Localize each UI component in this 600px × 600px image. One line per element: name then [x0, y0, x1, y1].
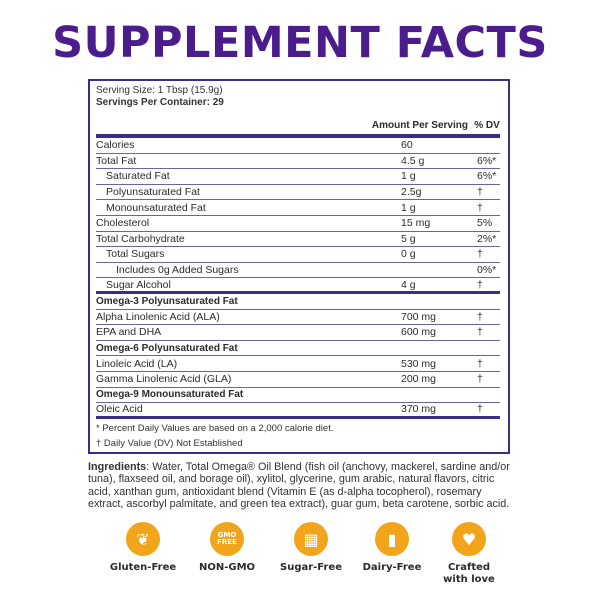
nutrient-name: Total Carbohydrate: [96, 232, 185, 245]
nutrient-row: Saturated Fat 1 g 6%*: [96, 169, 500, 185]
nutrient-name: Includes 0g Added Sugars: [116, 264, 239, 277]
nutrient-name: Cholesterol: [96, 217, 150, 230]
sugar-cubes-icon: ▦: [294, 522, 328, 556]
badge-row: ❦ Gluten-Free GMO FREE NON-GMO ▦ Sugar-F…: [110, 522, 510, 592]
nutrient-row: Alpha Linolenic Acid (ALA) 700 mg †: [96, 310, 500, 326]
nutrient-name: Oleic Acid: [96, 403, 143, 416]
section-header-row: Omega-6 Polyunsaturated Fat: [96, 341, 500, 357]
badge-sugar-free: ▦ Sugar-Free: [276, 522, 346, 574]
nutrient-dv: 6%*: [477, 154, 497, 167]
nutrient-row: Includes 0g Added Sugars 0%*: [96, 263, 500, 279]
nutrient-row: Gamma Linolenic Acid (GLA) 200 mg †: [96, 372, 500, 388]
nutrient-name: Sugar Alcohol: [106, 278, 171, 291]
nutrient-name: Alpha Linolenic Acid (ALA): [96, 310, 220, 323]
nutrient-amount: 530 mg: [401, 357, 437, 370]
nutrient-row: Sugar Alcohol 4 g †: [96, 278, 500, 294]
nutrient-dv: 5%: [477, 217, 493, 230]
nutrient-dv: †: [477, 186, 483, 199]
nutrient-dv: †: [477, 403, 483, 416]
nutrient-amount: 370 mg: [401, 403, 437, 416]
nutrient-amount: 0 g: [401, 248, 416, 261]
nutrient-row: Total Fat 4.5 g 6%*: [96, 154, 500, 170]
servings-per-container: Servings Per Container: 29: [96, 97, 224, 108]
nutrient-name: Saturated Fat: [106, 170, 170, 183]
nutrient-amount: 4.5 g: [401, 154, 425, 167]
nutrient-amount: 200 mg: [401, 373, 437, 386]
nutrient-name: Polyunsaturated Fat: [106, 186, 200, 199]
nutrient-name: Linoleic Acid (LA): [96, 357, 178, 370]
nutrient-row: Linoleic Acid (LA) 530 mg †: [96, 356, 500, 372]
nutrient-name: Total Fat: [96, 154, 137, 167]
footnote-not-established: † Daily Value (DV) Not Established: [96, 437, 243, 449]
footnote-dv: * Percent Daily Values are based on a 2,…: [96, 422, 334, 434]
nutrient-name: Monounsaturated Fat: [106, 201, 206, 214]
nutrient-dv: †: [477, 357, 483, 370]
nutrient-dv: †: [477, 310, 483, 323]
nutrient-dv: 2%*: [477, 232, 497, 245]
nutrient-name: Omega-6 Polyunsaturated Fat: [96, 342, 238, 354]
nutrient-dv: 0%*: [477, 264, 497, 277]
nutrient-row: Oleic Acid 370 mg †: [96, 403, 500, 419]
nutrient-name: Gamma Linolenic Acid (GLA): [96, 373, 232, 386]
nutrient-name: Calories: [96, 139, 135, 152]
supplement-facts-panel: Serving Size: 1 Tbsp (15.9g) Servings Pe…: [88, 79, 510, 454]
badge-gluten-free: ❦ Gluten-Free: [108, 522, 178, 574]
nutrient-amount: 1 g: [401, 170, 416, 183]
nutrient-amount: 1 g: [401, 201, 416, 214]
nutrient-name: Omega-9 Monounsaturated Fat: [96, 389, 244, 401]
table-header: Amount Per Serving % DV: [96, 116, 500, 138]
nutrient-amount: 600 mg: [401, 326, 437, 339]
section-header-row: Omega-3 Polyunsaturated Fat: [96, 294, 500, 310]
nutrient-dv: †: [477, 201, 483, 214]
nutrient-dv: †: [477, 373, 483, 386]
ingredients-text: Ingredients: Water, Total Omega® Oil Ble…: [88, 461, 510, 511]
nutrient-table: Calories 60 Total Fat 4.5 g 6%* Saturated Fat…: [96, 138, 500, 419]
nutrient-name: Omega-3 Polyunsaturated Fat: [96, 295, 238, 307]
badge-crafted-with-love: ♥ Crafted with love: [434, 522, 504, 586]
nutrient-amount: 2.5g: [401, 186, 422, 199]
nutrient-row: Total Sugars 0 g †: [96, 247, 500, 263]
nutrient-name: Total Sugars: [106, 248, 165, 261]
nutrient-dv: †: [477, 248, 483, 261]
wheat-icon: ❦: [126, 522, 160, 556]
nutrient-amount: 5 g: [401, 232, 416, 245]
amount-column-header: Amount Per Serving: [371, 120, 468, 131]
dv-column-header: % DV: [474, 120, 500, 131]
nutrient-row: EPA and DHA 600 mg †: [96, 325, 500, 341]
milk-bottle-icon: ▮: [375, 522, 409, 556]
nutrient-dv: †: [477, 326, 483, 339]
gmo-free-icon: GMO FREE: [210, 522, 244, 556]
nutrient-amount: 4 g: [401, 278, 416, 291]
nutrient-dv: †: [477, 278, 483, 291]
nutrient-row: Total Carbohydrate 5 g 2%*: [96, 232, 500, 248]
nutrient-amount: 700 mg: [401, 310, 437, 323]
badge-non-gmo: GMO FREE NON-GMO: [192, 522, 262, 574]
nutrient-row: Cholesterol 15 mg 5%: [96, 216, 500, 232]
nutrient-row: Calories 60: [96, 138, 500, 154]
nutrient-amount: 60: [401, 139, 413, 152]
heart-icon: ♥: [452, 522, 486, 556]
serving-size: Serving Size: 1 Tbsp (15.9g): [96, 85, 223, 96]
nutrient-name: EPA and DHA: [96, 326, 162, 339]
nutrient-amount: 15 mg: [401, 217, 431, 230]
nutrient-row: Monounsaturated Fat 1 g †: [96, 200, 500, 216]
nutrient-dv: 6%*: [477, 170, 497, 183]
nutrient-row: Polyunsaturated Fat 2.5g †: [96, 185, 500, 201]
ingredients-label: Ingredients: [88, 461, 147, 473]
section-header-row: Omega-9 Monounsaturated Fat: [96, 388, 500, 404]
badge-dairy-free: ▮ Dairy-Free: [357, 522, 427, 574]
page-title: SUPPLEMENT FACTS: [52, 18, 548, 68]
